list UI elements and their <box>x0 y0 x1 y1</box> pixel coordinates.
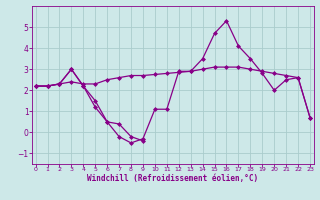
X-axis label: Windchill (Refroidissement éolien,°C): Windchill (Refroidissement éolien,°C) <box>87 174 258 183</box>
